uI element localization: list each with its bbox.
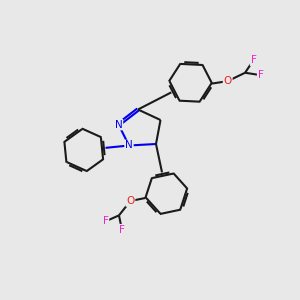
Text: F: F <box>250 55 256 65</box>
Text: F: F <box>258 70 264 80</box>
Text: F: F <box>119 225 125 235</box>
Text: O: O <box>224 76 232 86</box>
Text: F: F <box>103 216 108 226</box>
Text: N: N <box>115 119 122 130</box>
Text: N: N <box>125 140 133 151</box>
Text: O: O <box>126 196 134 206</box>
